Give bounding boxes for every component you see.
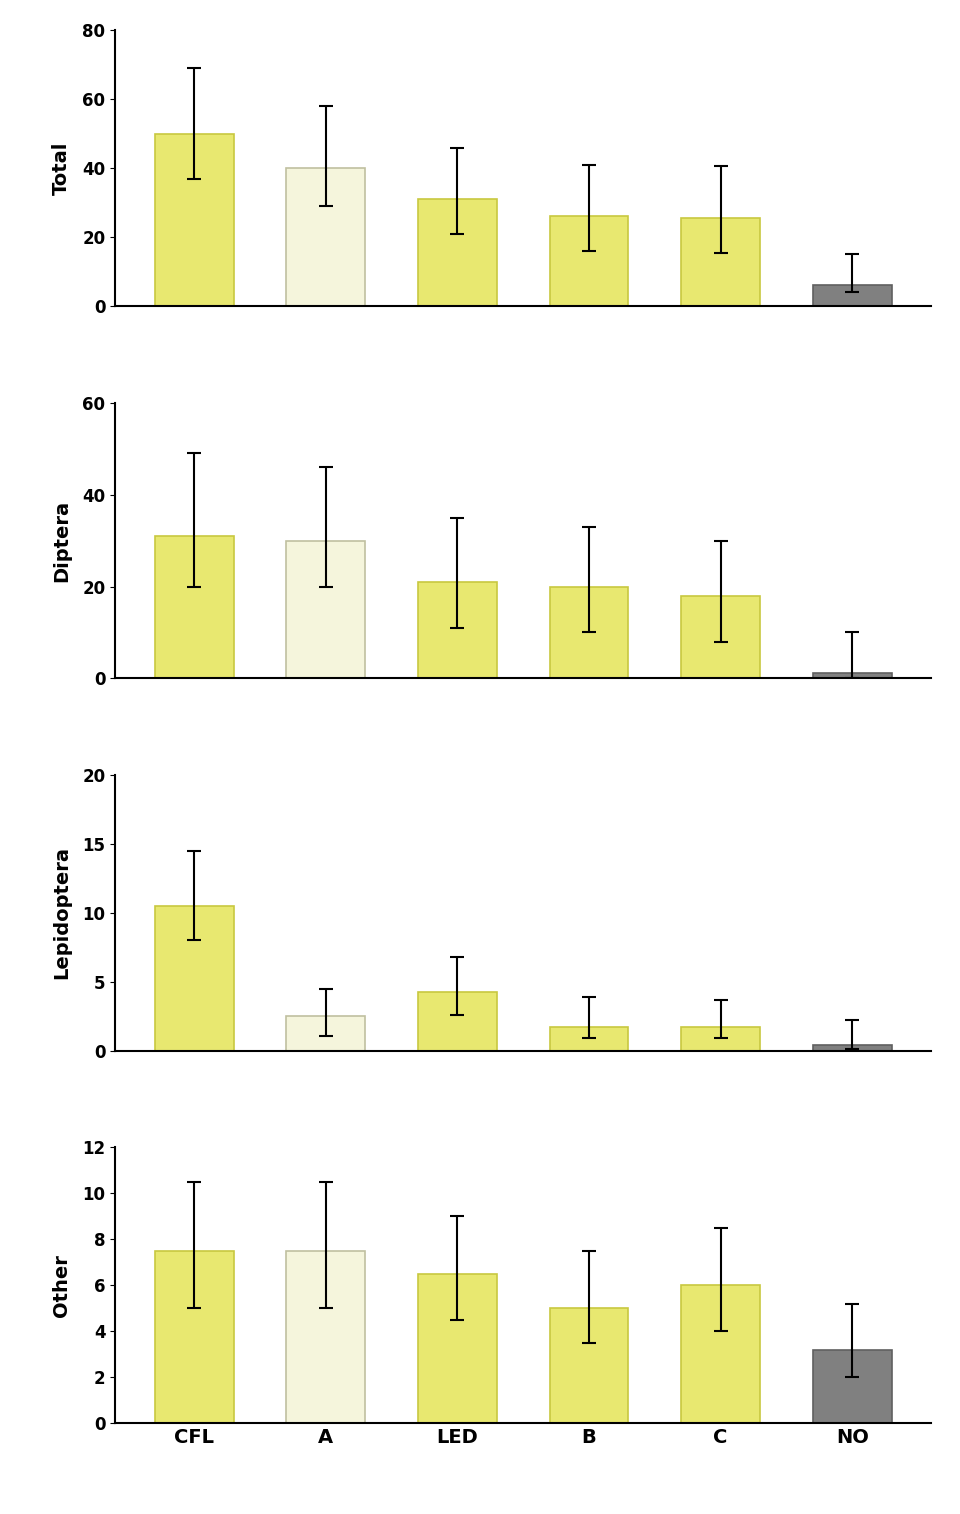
- Bar: [418, 200, 497, 306]
- Bar: [286, 540, 365, 678]
- Bar: [813, 1349, 892, 1423]
- Bar: [155, 133, 233, 306]
- Y-axis label: Lepidoptera: Lepidoptera: [52, 846, 71, 980]
- Bar: [155, 1251, 233, 1423]
- Bar: [418, 581, 497, 678]
- Bar: [418, 992, 497, 1051]
- Bar: [682, 218, 760, 306]
- Bar: [813, 1045, 892, 1051]
- Bar: [155, 536, 233, 678]
- Y-axis label: Other: Other: [52, 1254, 71, 1317]
- Y-axis label: Total: Total: [52, 141, 71, 195]
- Bar: [549, 586, 629, 678]
- Bar: [155, 905, 233, 1051]
- Bar: [286, 168, 365, 306]
- Bar: [418, 1273, 497, 1423]
- Bar: [549, 217, 629, 306]
- Bar: [286, 1251, 365, 1423]
- Bar: [549, 1028, 629, 1051]
- Bar: [682, 1028, 760, 1051]
- Bar: [682, 595, 760, 678]
- Bar: [813, 286, 892, 306]
- Bar: [682, 1285, 760, 1423]
- Bar: [549, 1308, 629, 1423]
- Bar: [286, 1016, 365, 1051]
- Bar: [813, 672, 892, 678]
- Y-axis label: Diptera: Diptera: [52, 500, 71, 581]
